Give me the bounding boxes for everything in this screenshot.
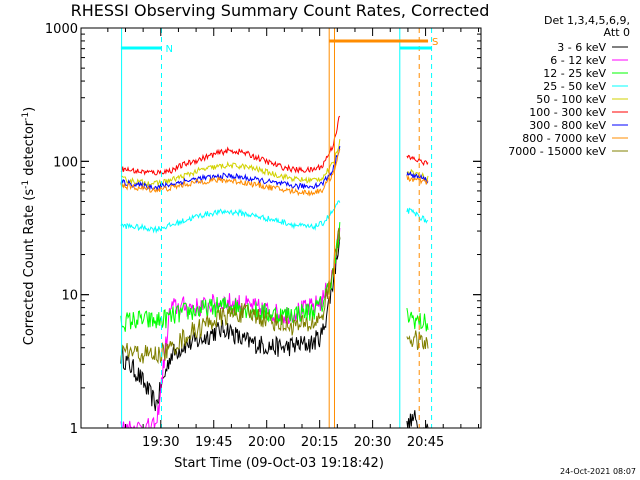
y-axis-title-mid: detector [22,120,37,180]
x-tick-label-20-45: 20:45 [407,435,444,450]
series-line-7000-15000-kev [120,227,341,365]
y-axis-title-end: ) [22,107,37,112]
legend-label-25-50-kev: 25 - 50 keV [543,80,606,93]
night-flag-bar-2 [399,46,432,50]
series-line-300-800-kev [120,146,341,192]
x-tick-label-20-15: 20:15 [301,435,338,450]
series-line-50-100-kev [120,139,341,188]
y-axis-title-sup2: -1 [21,112,31,121]
y-tick-label-1: 1 [70,422,78,437]
x-tick-label-19-30: 19:30 [142,435,179,450]
series-line-25-50-kev-segment-2 [406,207,429,224]
y-tick-label-100: 100 [53,155,78,170]
x-tick-label-20-30: 20:30 [354,435,391,450]
y-tick-label-10: 10 [61,289,78,304]
y-axis-title: Corrected Count Rate (s-1 detector-1) [21,107,37,345]
x-tick-label-20-00: 20:00 [248,435,285,450]
legend-label-50-100-kev: 50 - 100 keV [536,93,606,106]
axes: 1 10 100 1000 19:30 19:45 20:00 20:15 20:30 20:45 [45,22,481,450]
night-flag-label: N [165,44,172,55]
night-flag-bar-1 [120,46,162,50]
footer-timestamp: 24-Oct-2021 08:07 [560,467,636,476]
series-line-100-300-kev-segment-2 [406,154,429,167]
legend-label-12-25-kev: 12 - 25 keV [543,67,606,80]
series-line-100-300-kev [120,115,341,176]
legend-label-100-300-kev: 100 - 300 keV [529,106,606,119]
series-line-3-6-kev [120,237,341,412]
legend-label-3-6-kev: 3 - 6 keV [557,41,606,54]
y-axis-title-sup1: -1 [21,180,31,189]
series-line-7000-15000-kev-segment-2 [406,330,429,351]
series-line-12-25-kev-segment-2 [406,308,429,332]
y-tick-label-1000: 1000 [45,22,78,37]
x-tick-label-19-45: 19:45 [195,435,232,450]
legend-label-7000-15000-kev: 7000 - 15000 keV [508,145,606,158]
legend-header-1: Det 1,3,4,5,6,9, [544,14,630,27]
legend-label-6-12-kev: 6 - 12 keV [550,54,606,67]
x-axis-title: Start Time (09-Oct-03 19:18:42) [174,456,384,471]
series-line-800-7000-kev [120,148,341,197]
saa-flag-bar-1 [329,39,429,43]
series-line-12-25-kev [120,222,341,332]
legend-label-800-7000-kev: 800 - 7000 keV [522,132,606,145]
plot-frame [80,27,482,429]
legend-header-2: Att 0 [604,26,630,39]
series-line-800-7000-kev-segment-2 [406,175,429,185]
chart-title: RHESSI Observing Summary Count Rates, Co… [71,1,490,20]
legend-label-300-800-kev: 300 - 800 keV [529,119,606,132]
series-line-25-50-kev [120,200,341,234]
y-axis-title-main: Corrected Count Rate (s [22,189,37,346]
plot-content: NS [120,28,438,429]
saa-flag-label: S [432,37,438,48]
